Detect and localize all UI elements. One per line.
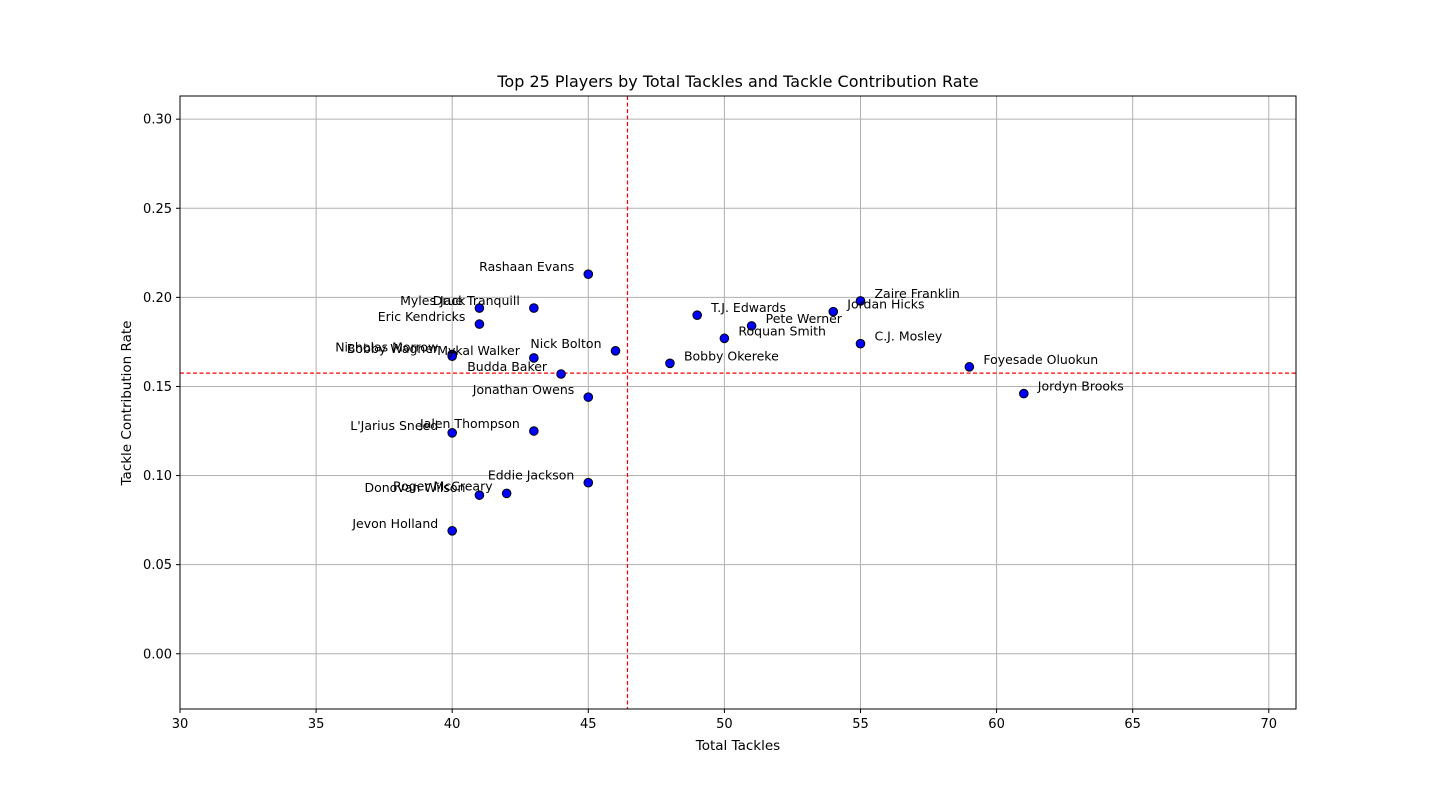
data-point-label: Jevon Holland <box>351 516 438 531</box>
data-point-label: Pete Werner <box>766 311 843 326</box>
x-tick-label: 40 <box>444 717 461 732</box>
data-point <box>692 310 702 320</box>
data-point <box>583 269 594 279</box>
data-point-label: Nicholas Morrow <box>335 339 438 354</box>
data-point <box>501 488 512 499</box>
y-tick-label: 0.15 <box>143 380 172 395</box>
grid <box>179 96 1296 709</box>
data-point-label: Zaire Franklin <box>874 286 959 301</box>
data-point <box>474 319 485 329</box>
data-point-label: Eric Kendricks <box>378 309 466 324</box>
plot-frame <box>179 95 1297 710</box>
data-point-label: T.J. Edwards <box>710 300 786 315</box>
y-axis-label: Tackle Contribution Rate <box>119 321 135 487</box>
data-point <box>529 353 539 363</box>
chart-title: Top 25 Players by Total Tackles and Tack… <box>496 72 978 91</box>
x-tick-label: 65 <box>1124 717 1141 732</box>
data-point-label: Foyesade Oluokun <box>983 352 1098 367</box>
data-point <box>583 392 594 402</box>
data-point <box>474 303 485 313</box>
data-point <box>746 321 757 331</box>
x-tick-label: 35 <box>308 717 325 732</box>
x-tick-label: 50 <box>716 717 733 732</box>
data-point <box>610 346 621 356</box>
data-point <box>447 427 457 438</box>
data-point-label: Roger McCreary <box>393 478 493 493</box>
y-tick-label: 0.20 <box>143 291 172 306</box>
data-point-label: C.J. Mosley <box>874 329 942 344</box>
x-tick-label: 30 <box>172 717 189 732</box>
data-point-label: Mykal Walker <box>437 343 520 358</box>
data-point-label: Myles Jack <box>400 293 466 308</box>
data-point <box>964 362 975 372</box>
axis-ticks: 30 35 40 45 50 55 60 65 70 0.00 0.05 0.10 0.15 0.20 0.… <box>143 113 1277 732</box>
x-axis-label: Total Tackles <box>695 738 780 754</box>
y-tick-label: 0.10 <box>143 469 172 484</box>
data-point <box>828 306 839 317</box>
y-tick-label: 0.00 <box>143 647 172 662</box>
y-tick-label: 0.05 <box>143 558 172 573</box>
data-point-label: Drue Tranquill <box>433 293 520 308</box>
data-point-label: Roquan Smith <box>738 323 826 338</box>
data-point-label: Budda Baker <box>467 359 548 374</box>
data-point-label: Jonathan Owens <box>472 382 574 397</box>
data-point <box>447 526 457 536</box>
data-point-label: Bobby Okereke <box>684 348 779 363</box>
data-point-label: Eddie Jackson <box>488 468 574 483</box>
data-point-label: Rashaan Evans <box>479 259 574 274</box>
data-point <box>855 338 866 349</box>
data-point <box>855 296 866 306</box>
data-points <box>447 269 1029 536</box>
data-point-label: Nick Bolton <box>530 336 601 351</box>
data-point <box>529 303 539 313</box>
data-point <box>474 490 485 500</box>
y-tick-label: 0.25 <box>143 202 172 217</box>
data-point <box>665 358 675 369</box>
data-point-label: Jordyn Brooks <box>1037 379 1124 394</box>
data-point-label: Jordan Hicks <box>846 297 924 312</box>
data-point <box>583 477 594 488</box>
x-tick-label: 45 <box>580 717 597 732</box>
reference-lines <box>180 96 1296 709</box>
data-point <box>447 351 457 361</box>
data-point-label: Jalen Thompson <box>419 416 520 431</box>
data-point-label: Donovan Wilson <box>364 480 465 495</box>
x-tick-label: 55 <box>852 717 869 732</box>
data-point <box>719 333 730 344</box>
data-point <box>556 369 566 379</box>
x-tick-label: 70 <box>1261 717 1278 732</box>
x-tick-label: 60 <box>988 717 1005 732</box>
data-point <box>529 426 539 436</box>
data-point <box>1019 388 1029 399</box>
data-point-label: Bobby Wagner <box>347 341 439 356</box>
data-point-label: L'Jarius Sneed <box>350 418 438 433</box>
y-tick-label: 0.30 <box>143 113 172 128</box>
